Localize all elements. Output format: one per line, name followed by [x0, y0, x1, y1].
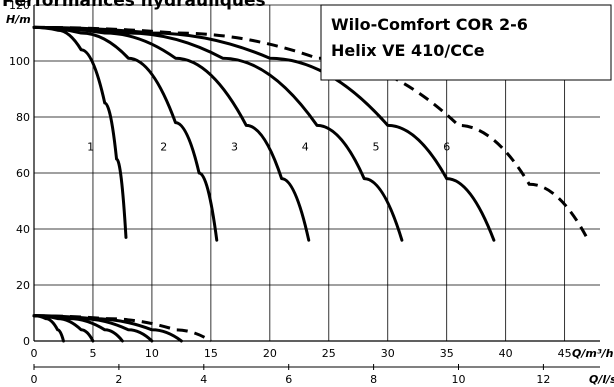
x2-axis-label: Q/l/s [589, 373, 614, 386]
y-tick-1: 20 [16, 279, 30, 292]
curve-1 [32, 25, 128, 239]
lower-curves [32, 314, 212, 343]
x-tick-8: 40 [499, 347, 513, 360]
curve-label-4: 4 [302, 141, 309, 154]
lower-curve-5 [32, 314, 183, 343]
x-tick-6: 30 [381, 347, 395, 360]
curves [32, 25, 590, 242]
y-tick-5: 100 [9, 55, 30, 68]
x2-tick-0: 0 [31, 373, 38, 386]
x-tick-9: 45 [558, 347, 572, 360]
curve-labels: 1 2 3 4 5 6 [87, 141, 450, 154]
x2-tick-2: 4 [200, 373, 207, 386]
x-tick-5: 25 [322, 347, 336, 360]
y-tick-4: 80 [16, 111, 30, 124]
curve-4 [32, 25, 404, 242]
curve-label-2: 2 [160, 141, 167, 154]
curve-label-5: 5 [372, 141, 379, 154]
curve-3 [32, 25, 311, 242]
curve-label-3: 3 [231, 141, 238, 154]
legend-line-1: Wilo-Comfort COR 2-6 [331, 15, 528, 34]
y-tick-0: 0 [23, 335, 30, 348]
x2-tick-6: 12 [536, 373, 550, 386]
x2-tick-3: 6 [285, 373, 292, 386]
x-tick-1: 5 [89, 347, 96, 360]
x-tick-4: 20 [263, 347, 277, 360]
x-tick-7: 35 [440, 347, 454, 360]
curve-2 [32, 25, 219, 242]
y-tick-2: 40 [16, 223, 30, 236]
x2-tick-4: 8 [370, 373, 377, 386]
curve-label-6: 6 [443, 141, 450, 154]
grid [33, 4, 600, 370]
x-tick-2: 10 [145, 347, 159, 360]
curve-5 [32, 25, 496, 242]
y-tick-6: 120 [9, 0, 30, 12]
chart-title: Performances hydrauliques [2, 0, 266, 11]
x2-tick-1: 2 [115, 373, 122, 386]
x-tick-3: 15 [204, 347, 218, 360]
curve-label-1: 1 [87, 141, 94, 154]
x2-tick-5: 10 [452, 373, 466, 386]
x-tick-0: 0 [31, 347, 38, 360]
legend-box [320, 4, 612, 81]
y-tick-3: 60 [16, 167, 30, 180]
legend-line-2: Helix VE 410/CCe [331, 41, 485, 60]
y-axis-label: H/m [6, 13, 31, 26]
x-axis-label: Q/m³/h [572, 347, 614, 360]
